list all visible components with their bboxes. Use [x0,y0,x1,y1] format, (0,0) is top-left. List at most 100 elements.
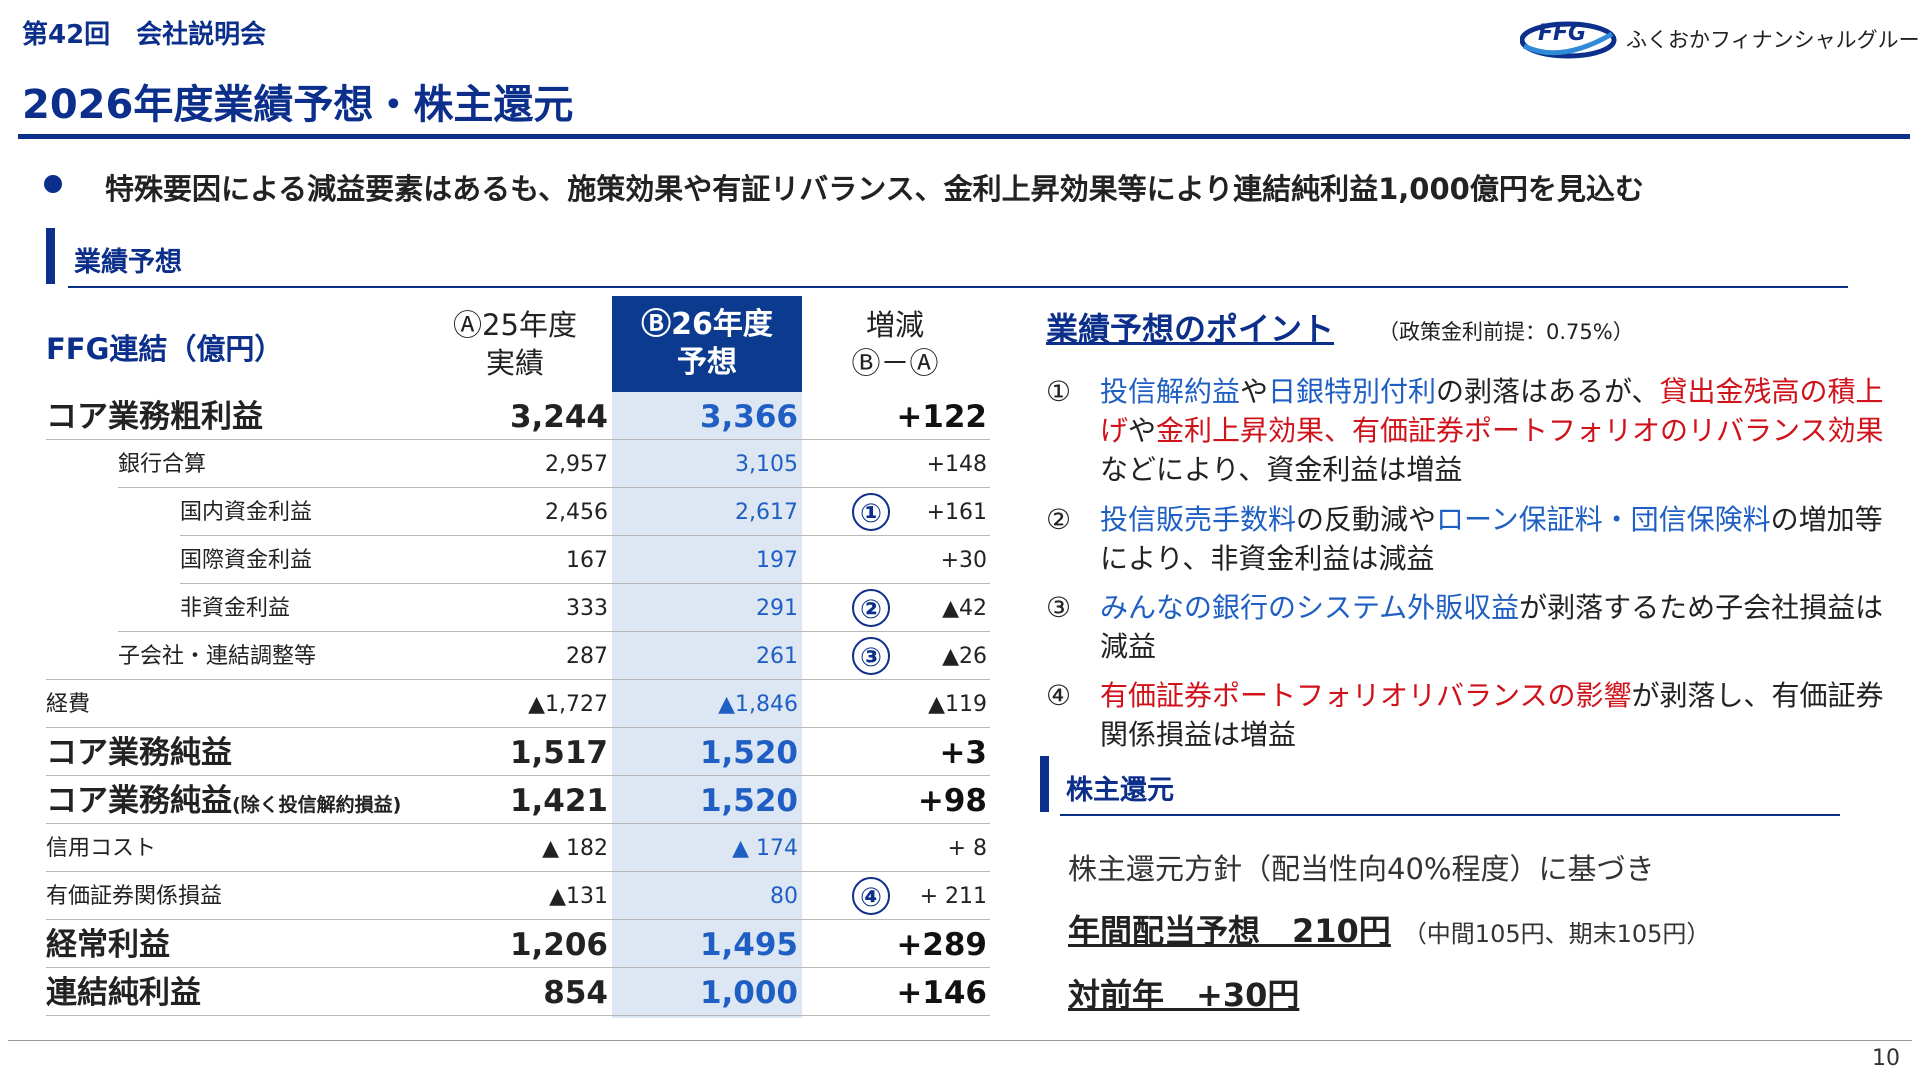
row-label: 国際資金利益 [180,548,313,573]
cell-a: ▲ 182 [542,836,608,861]
row-label: 有価証券関係損益 [46,884,223,909]
cell-c: ▲119 [928,692,987,717]
cell-b: 3,366 [699,399,798,435]
cell-c: ▲42 [942,596,987,621]
point-text: 有価証券ポートフォリオリバランスの影響が剥落し、有価証券関係損益は増益 [1100,679,1884,751]
cell-b: 80 [770,884,798,909]
row-label: 経常利益 [46,927,170,963]
point-number: ① [1046,375,1072,408]
cell-a: 167 [566,548,608,573]
table-row: 非資金利益 333 291 ② ▲42 [0,584,990,632]
forecast-column-band [612,296,802,1018]
cell-a: ▲1,727 [528,692,608,717]
table-row: コア業務純益 1,517 1,520 +3 [0,728,990,776]
point-item-4: ④ 有価証券ポートフォリオリバランスの影響が剥落し、有価証券関係損益は増益 [1046,676,1883,756]
row-label: 銀行合算 [118,452,207,477]
row-label: 連結純利益 [46,975,201,1011]
cell-c: +161 [926,500,987,525]
col-c-header-line1: 増減 [865,308,924,342]
cell-c: +122 [896,399,987,435]
col-b-header: Ⓑ26年度 予想 [612,296,802,392]
cell-c: +146 [896,975,987,1011]
point-marker-4: ④ [852,877,890,915]
cell-b: 1,520 [699,783,798,819]
dividend-yoy: 対前年 +30円 [1068,976,1300,1014]
cell-c: +148 [926,452,987,477]
col-c-header: 増減 Ⓑ－Ⓐ [830,306,960,382]
row-label: 国内資金利益 [180,500,313,525]
cell-a: ▲131 [549,884,608,909]
point-item-1: ① 投信解約益や日銀特別付利の剥落はあるが、貸出金残高の積上げや金利上昇効果、有… [1046,372,1884,492]
cell-b: 1,520 [699,735,798,771]
row-label: コア業務粗利益 [46,399,263,435]
row-label: 非資金利益 [180,596,291,621]
cell-c: +3 [939,735,987,771]
point-number: ② [1046,503,1072,536]
point-item-2: ② 投信販売手数料の反動減やローン保証料・団信保険料の増加等により、非資金利益は… [1046,500,1883,580]
cell-c: +98 [917,783,987,819]
table-row: 経常利益 1,206 1,495 +289 [0,920,990,968]
table-row: 有価証券関係損益 ▲131 80 ④ + 211 [0,872,990,920]
row-divider [46,823,990,824]
point-marker-3: ③ [852,637,890,675]
points-title: 業績予想のポイント [1046,310,1335,348]
col-c-header-line2: Ⓑ－Ⓐ [851,346,939,380]
col-a-header-line2: 実績 [485,346,544,380]
cell-b: 1,000 [699,975,798,1011]
cell-b: ▲ 174 [732,836,798,861]
point-text: 投信販売手数料の反動減やローン保証料・団信保険料の増加等により、非資金利益は減益 [1100,503,1883,575]
cell-b: 261 [756,644,798,669]
row-divider [118,487,990,488]
table-row: 国内資金利益 2,456 2,617 ① +161 [0,488,990,536]
cell-a: 1,517 [509,735,608,771]
row-divider [46,439,990,440]
row-divider [46,967,990,968]
row-divider [180,583,990,584]
point-number: ④ [1046,679,1072,712]
col-b-header-line2: 予想 [677,345,737,380]
cell-b: 1,495 [699,927,798,963]
logo-mark: FFG [1538,21,1586,46]
section-divider [68,286,1848,288]
points-note: （政策金利前提：0.75%） [1378,320,1634,344]
cell-a: 854 [543,975,608,1011]
row-label: コア業務純益 [46,735,232,771]
point-text: みんなの銀行のシステム外販収益が剥落するため子会社損益は減益 [1100,591,1884,663]
table-row: 連結純利益 854 1,000 +146 [0,968,990,1016]
bullet-dot-icon [44,175,62,193]
point-item-3: ③ みんなの銀行のシステム外販収益が剥落するため子会社損益は減益 [1046,588,1883,668]
section-bar [46,228,55,284]
col-a-header: Ⓐ25年度 実績 [440,306,590,382]
cell-b: 3,105 [735,452,798,477]
row-label-main: コア業務純益 [46,783,232,819]
table-row: 国際資金利益 167 197 +30 [0,536,990,584]
return-policy: 株主還元方針（配当性向40%程度）に基づき [1068,852,1655,886]
ffg-logo: FFG ふくおかフィナンシャルグループ [1519,12,1920,62]
dividend-forecast: 年間配当予想 210円 （中間105円、期末105円） [1068,906,1710,952]
row-label: 子会社・連結調整等 [118,644,317,669]
cell-b: 2,617 [735,500,798,525]
cell-b: ▲1,846 [718,692,798,717]
row-divider [46,679,990,680]
point-text: 投信解約益や日銀特別付利の剥落はあるが、貸出金残高の積上げや金利上昇効果、有価証… [1100,375,1884,486]
cell-c: ▲26 [942,644,987,669]
cell-a: 333 [566,596,608,621]
page-number: 10 [1872,1046,1900,1071]
footer-divider [8,1040,1912,1041]
row-divider [46,919,990,920]
table-row: 子会社・連結調整等 287 261 ③ ▲26 [0,632,990,680]
dividend-note: （中間105円、期末105円） [1402,920,1711,948]
cell-c: + 8 [947,836,987,861]
cell-b: 291 [756,596,798,621]
row-label: 経費 [46,692,91,717]
cell-c: +30 [940,548,987,573]
cell-c: + 211 [919,884,987,909]
shareholder-section-title: 株主還元 [1066,775,1174,806]
point-number: ③ [1046,591,1072,624]
summary-bullet: 特殊要因による減益要素はあるも、施策効果や有証リバランス、金利上昇効果等により連… [105,172,1644,206]
cell-a: 1,421 [509,783,608,819]
cell-b: 197 [756,548,798,573]
cell-a: 1,206 [509,927,608,963]
cell-a: 287 [566,644,608,669]
col-a-header-line1: Ⓐ25年度 [453,308,577,342]
